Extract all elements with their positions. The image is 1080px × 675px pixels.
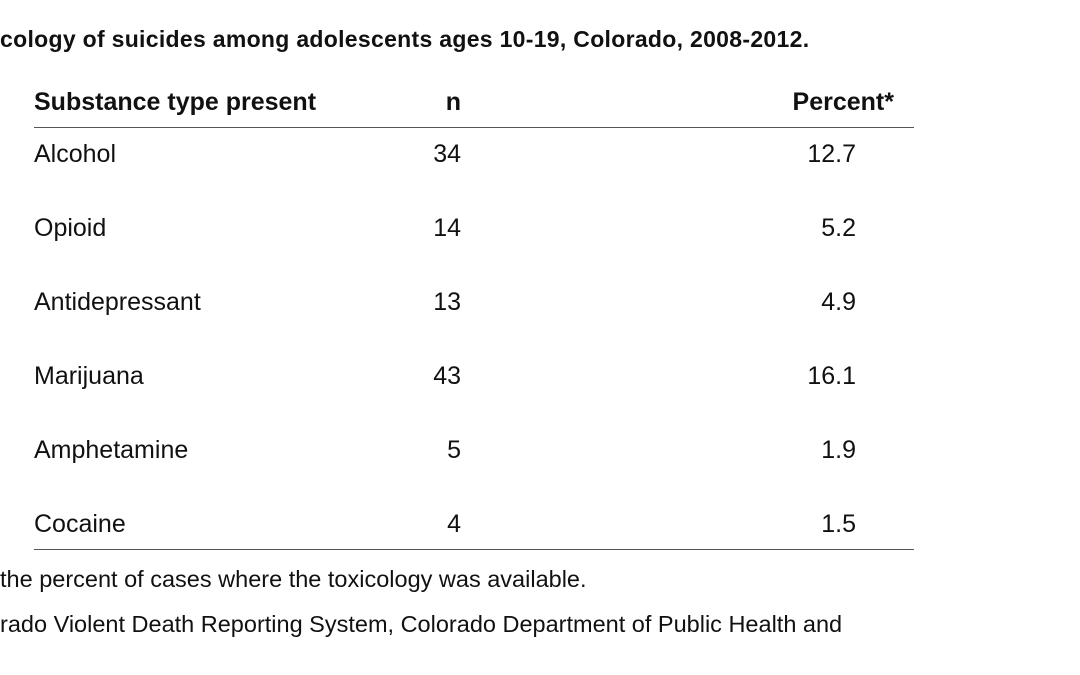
cell-percent: 12.7 [807, 140, 856, 168]
table-title: cology of suicides among adolescents age… [0, 26, 810, 52]
cell-n: 4 [447, 510, 461, 538]
cell-percent: 16.1 [807, 362, 856, 390]
cell-n: 34 [433, 140, 461, 168]
cell-n: 5 [447, 436, 461, 464]
column-header-substance: Substance type present [34, 88, 317, 116]
cell-n: 43 [433, 362, 461, 390]
cell-percent: 4.9 [821, 288, 856, 316]
cell-substance: Antidepressant [34, 288, 201, 316]
footnote-percent: the percent of cases where the toxicolog… [0, 566, 587, 592]
bottom-rule [34, 549, 914, 550]
column-header-n: n [445, 88, 461, 116]
cell-substance: Amphetamine [34, 436, 189, 464]
cell-n: 14 [433, 214, 461, 242]
column-header-percent: Percent* [792, 88, 894, 116]
cell-n: 13 [433, 288, 461, 316]
cell-substance: Marijuana [34, 362, 144, 390]
cell-substance: Cocaine [34, 510, 126, 538]
footnote-source: rado Violent Death Reporting System, Col… [0, 611, 843, 637]
cell-percent: 5.2 [821, 214, 856, 242]
header-rule [34, 127, 914, 128]
cell-substance: Opioid [34, 214, 107, 242]
cell-percent: 1.9 [821, 436, 856, 464]
cell-substance: Alcohol [34, 140, 116, 168]
cell-percent: 1.5 [821, 510, 856, 538]
